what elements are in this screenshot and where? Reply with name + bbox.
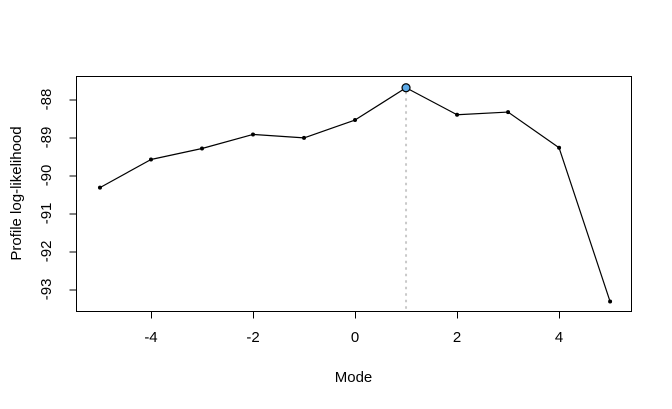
chart-dynamic-layer: -4 -2 0 2 4 -88 -89 -90 -91 -92 -93 [38,76,632,346]
x-axis-tick-label: -2 [246,329,259,346]
y-axis-title: Profile log-likelihood [8,126,25,260]
x-axis-tick-label: -4 [144,329,157,346]
y-axis-tick-label: -91 [38,203,55,225]
x-axis-tick-label: 0 [351,329,359,346]
plot-frame [76,76,632,312]
highlight-max-point [401,83,411,93]
data-point [353,118,358,123]
x-axis-title: Mode [335,369,373,386]
y-axis-tick-label: -92 [38,241,55,263]
y-axis-tick-label: -89 [38,127,55,149]
data-point [455,112,460,117]
x-axis-tick-label: 4 [555,329,563,346]
data-point [199,146,204,151]
data-point [251,132,256,137]
data-point [148,157,153,162]
data-point [97,185,102,190]
data-point [506,110,511,115]
y-axis-tick-label: -93 [38,279,55,301]
y-axis-tick-label: -90 [38,165,55,187]
data-point [557,145,562,150]
data-point [608,299,613,304]
data-point [302,135,307,140]
x-axis-tick-label: 2 [453,329,461,346]
y-axis-tick-label: -88 [38,89,55,111]
